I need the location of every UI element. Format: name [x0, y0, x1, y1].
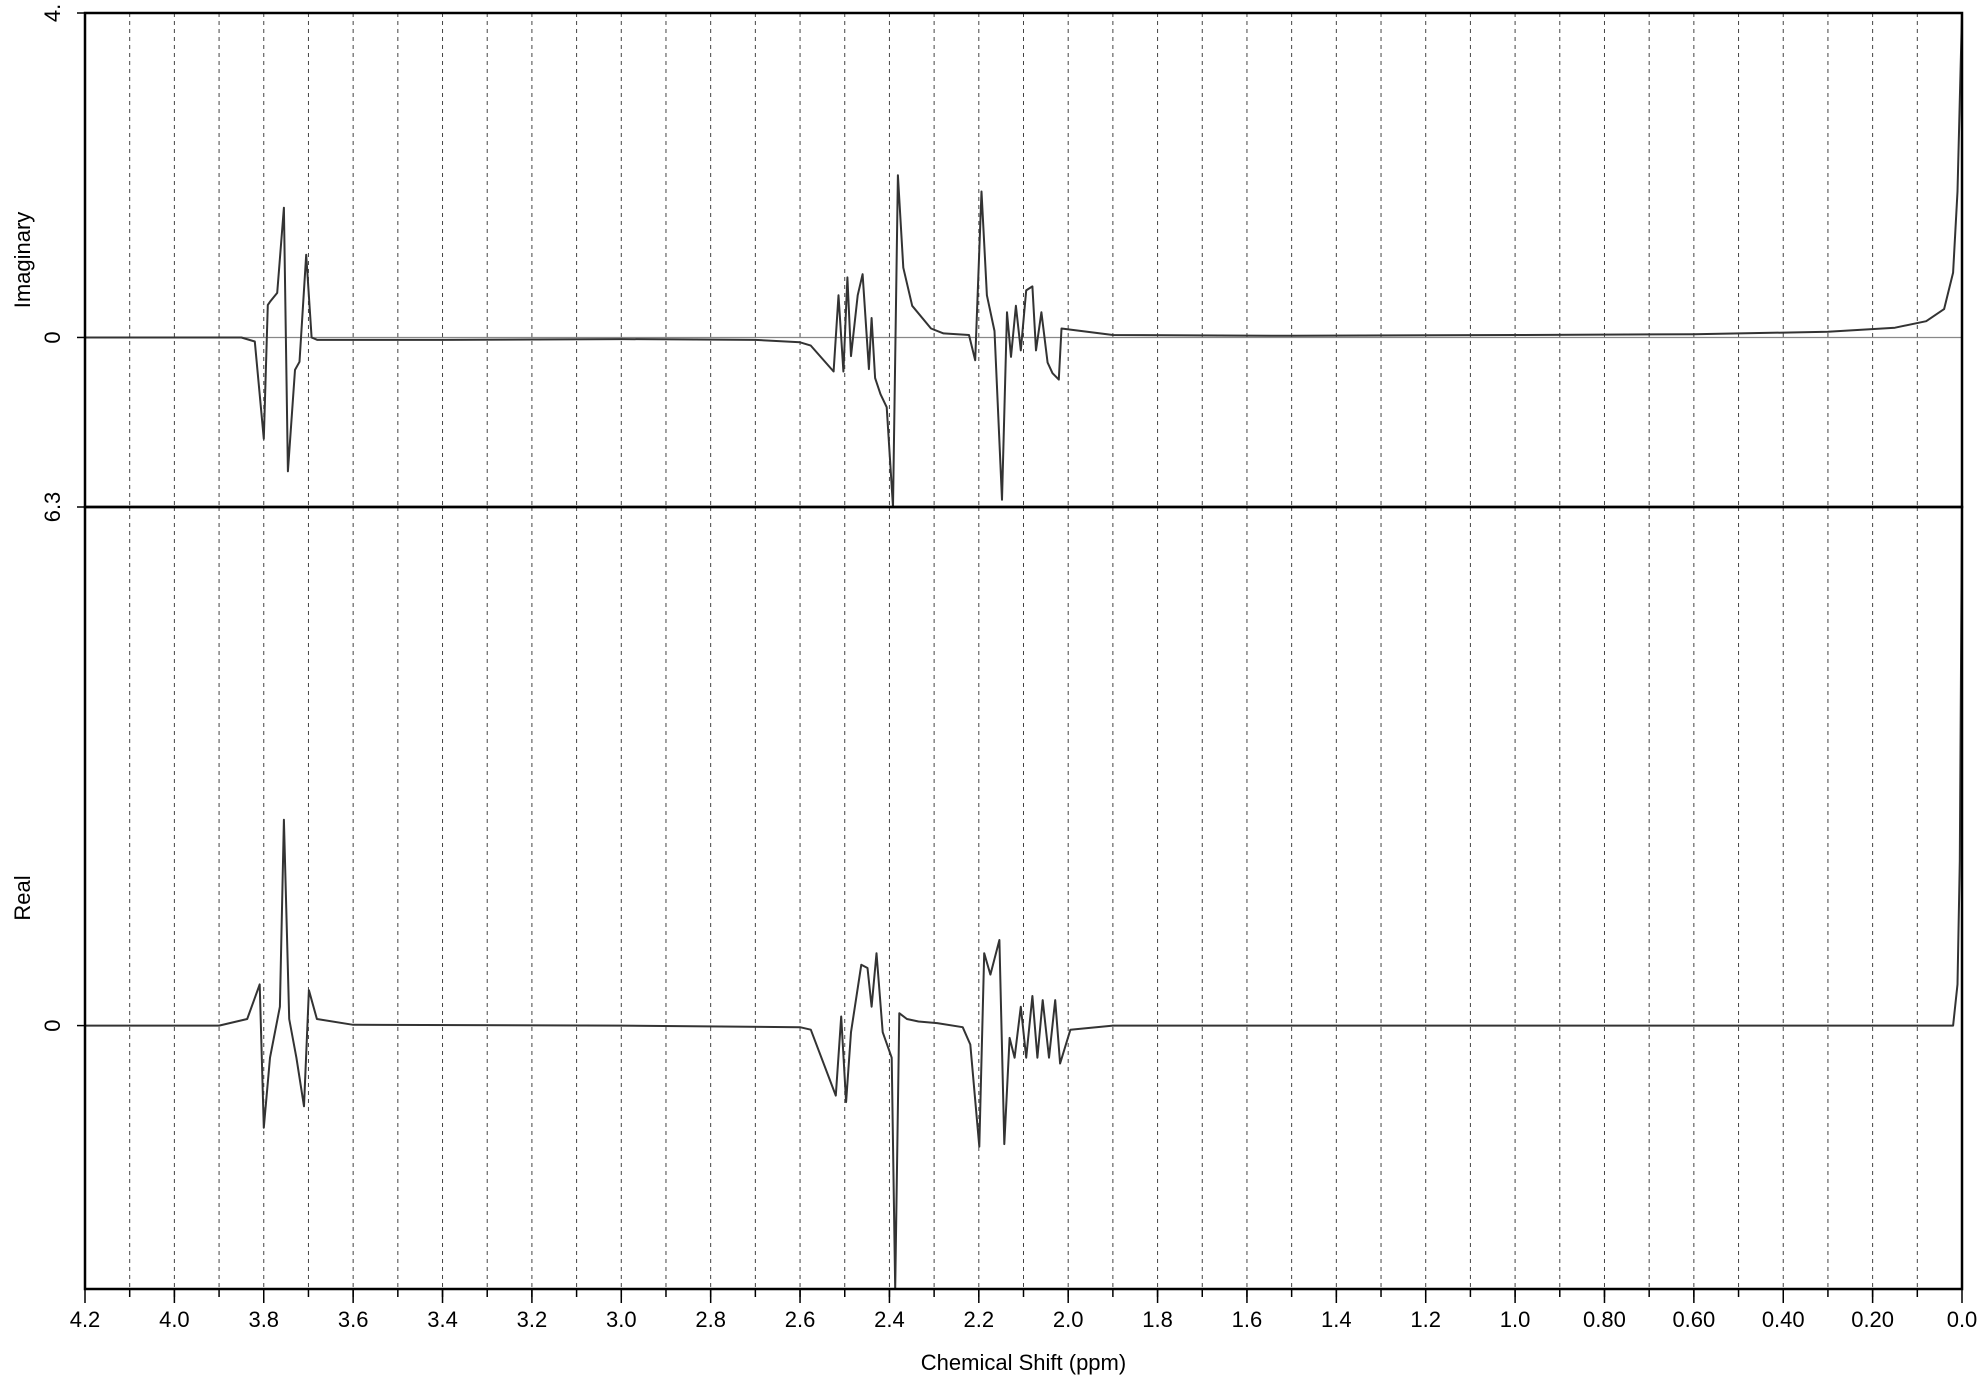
y-tick-label: 4. [40, 4, 65, 22]
x-axis-label: Chemical Shift (ppm) [921, 1350, 1126, 1375]
x-tick-label: 3.2 [517, 1307, 548, 1332]
y-tick-label: 0 [40, 331, 65, 343]
x-tick-label: 2.8 [695, 1307, 726, 1332]
x-tick-label: 3.4 [427, 1307, 458, 1332]
x-tick-label: 4.0 [159, 1307, 190, 1332]
spectrum-line [85, 12, 1963, 508]
x-tick-label: 0.80 [1583, 1307, 1626, 1332]
x-tick-label: 1.8 [1142, 1307, 1173, 1332]
spectrum-line [85, 506, 1963, 1290]
x-tick-label: 2.0 [1053, 1307, 1084, 1332]
x-tick-label: 1.0 [1500, 1307, 1531, 1332]
x-tick-label: 0.0 [1947, 1307, 1978, 1332]
x-tick-label: 1.6 [1232, 1307, 1263, 1332]
x-tick-label: 4.2 [70, 1307, 101, 1332]
y-axis-label: Imaginary [10, 212, 35, 309]
y-axis-label: Real [10, 875, 35, 920]
x-tick-label: 1.4 [1321, 1307, 1352, 1332]
x-tick-label: 2.6 [785, 1307, 816, 1332]
x-tick-label: 2.4 [874, 1307, 905, 1332]
x-tick-label: 1.2 [1410, 1307, 1441, 1332]
x-tick-label: 3.0 [606, 1307, 637, 1332]
y-tick-label: 0 [40, 1019, 65, 1031]
x-tick-label: 2.2 [964, 1307, 995, 1332]
plot-frame [83, 505, 1964, 1291]
y-tick-label: 6.3 [40, 492, 65, 523]
x-tick-label: 3.6 [338, 1307, 369, 1332]
x-tick-label: 0.40 [1762, 1307, 1805, 1332]
x-tick-label: 0.60 [1672, 1307, 1715, 1332]
x-tick-label: 0.20 [1851, 1307, 1894, 1332]
x-tick-label: 3.8 [248, 1307, 279, 1332]
